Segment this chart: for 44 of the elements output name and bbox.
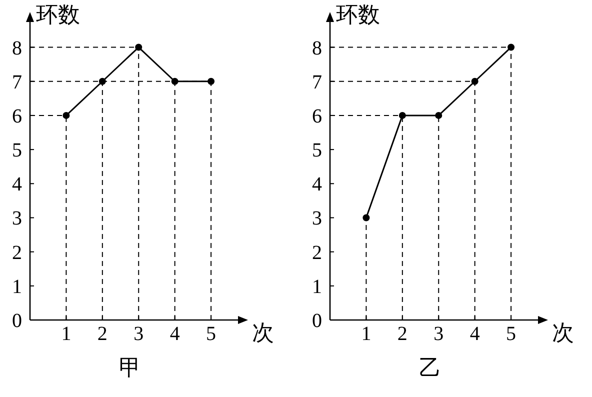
point (208, 78, 215, 85)
y-tick-label: 2 (312, 242, 322, 264)
y-tick-label: 3 (12, 208, 22, 230)
y-tick-label: 1 (12, 276, 22, 298)
x-tick-label: 1 (361, 323, 372, 345)
y-tick-label: 6 (312, 105, 322, 128)
y-tick-label: 8 (312, 37, 322, 60)
y-tick-label: 0 (312, 310, 322, 332)
point (362, 214, 370, 222)
x-axis-title: 次 (552, 320, 574, 345)
y-tick-label: 2 (12, 242, 22, 264)
y-tick-label: 1 (312, 276, 322, 298)
text: 乙 (419, 355, 441, 380)
point (62, 112, 70, 119)
point (171, 78, 178, 85)
y-tick-label: 5 (312, 140, 322, 162)
y-axis-title: 环数 (336, 2, 380, 27)
y-tick-label: 5 (12, 140, 22, 162)
x-tick-label: 3 (134, 323, 144, 345)
x-axis-title: 次 (252, 320, 274, 345)
point (508, 44, 515, 51)
x-tick-label: 5 (506, 323, 516, 345)
y-tick-label: 6 (12, 105, 22, 128)
x-tick-label: 2 (97, 323, 108, 345)
y-tick-label: 3 (312, 208, 322, 230)
point (471, 78, 478, 85)
point (398, 112, 406, 119)
y-tick-label: 4 (312, 174, 322, 196)
x-tick-label: 4 (470, 323, 480, 345)
point (135, 44, 142, 51)
y-tick-label: 7 (12, 71, 22, 94)
point (98, 78, 106, 85)
x-tick-label: 4 (170, 323, 180, 345)
x-tick-label: 1 (61, 323, 72, 345)
x-tick-label: 2 (397, 323, 408, 345)
x-tick-label: 3 (434, 323, 444, 345)
y-axis-title: 环数 (36, 2, 80, 27)
y-tick-label: 7 (312, 71, 322, 94)
y-tick-label: 8 (12, 37, 22, 60)
text: 甲 (119, 355, 141, 380)
point (435, 112, 442, 119)
y-tick-label: 0 (12, 310, 22, 332)
x-tick-label: 5 (206, 323, 216, 345)
y-tick-label: 4 (12, 174, 22, 196)
